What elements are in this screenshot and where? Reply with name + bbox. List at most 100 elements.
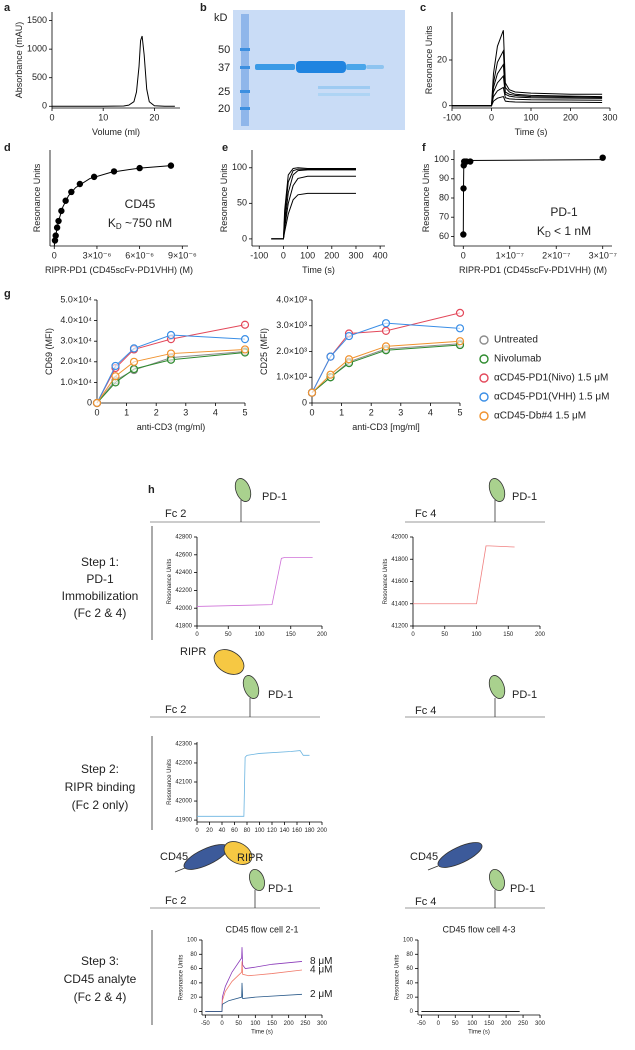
x-tick-label: 140 (279, 828, 290, 834)
data-point (129, 357, 139, 366)
x-tick-label: 100 (250, 1021, 261, 1027)
protein-label: PD-1 (268, 883, 293, 895)
gel-label: 50 (218, 44, 230, 56)
surface-label: Fc 4 (415, 508, 436, 520)
y-tick-label: 0 (194, 1009, 198, 1015)
data-point (381, 342, 391, 351)
x-tick-label: 150 (503, 632, 514, 638)
y-tick-label: 42000 (175, 606, 192, 612)
pd1 (488, 478, 506, 502)
series-line (413, 545, 515, 605)
x-tick-label: 0 (94, 408, 99, 418)
data-point (344, 355, 354, 364)
protein-label: PD-1 (512, 689, 537, 701)
y-tick-label: 0 (302, 397, 307, 407)
x-tick-label: 5 (242, 408, 247, 418)
x-tick-label: 300 (317, 1021, 328, 1027)
data-point (460, 231, 467, 238)
surface-label: Fc 4 (415, 705, 436, 717)
pd1 (489, 868, 505, 892)
step-label: PD-1 (86, 572, 114, 586)
y-tick-label: 42200 (175, 761, 192, 767)
x-tick-label: 3×10⁻⁶ (83, 251, 112, 261)
data-point (467, 158, 474, 165)
x-tick-label: -100 (250, 251, 268, 261)
data-point (62, 197, 69, 204)
data-point (240, 335, 250, 344)
y-axis-label: Absorbance (mAU) (14, 22, 24, 99)
x-tick-label: 20 (206, 828, 213, 834)
y-axis-label: Resonance Units (179, 955, 185, 1001)
surface-label: Fc 2 (165, 704, 186, 716)
data-point (129, 344, 139, 353)
annotation-text: ~750 nM (122, 216, 172, 230)
ladder-lane (241, 14, 249, 126)
y-tick-label: 42800 (175, 535, 192, 541)
y-tick-label: 42600 (175, 552, 192, 558)
series-line (452, 95, 603, 107)
gel: kD 50 37 25 20 (214, 10, 405, 130)
y-tick-label: 0 (87, 397, 92, 407)
x-tick-label: 0 (195, 828, 199, 834)
x-tick-label: 250 (300, 1021, 311, 1027)
y-axis-label: Resonance Units (395, 955, 401, 1001)
x-tick-label: 50 (225, 632, 232, 638)
ladder-band (240, 107, 250, 110)
x-tick-label: 0 (52, 251, 57, 261)
x-tick-label: 50 (452, 1021, 459, 1027)
x-tick-label: 0 (195, 632, 199, 638)
legend-swatch (479, 354, 489, 364)
data-point (167, 162, 175, 169)
x-axis-label: anti-CD3 (mg/ml) (137, 422, 206, 432)
ripr (223, 841, 253, 865)
y-tick-label: 2.0×10⁴ (60, 356, 92, 366)
x-tick-label: 0 (411, 632, 415, 638)
x-tick-label: 80 (244, 828, 251, 834)
data-point (326, 352, 335, 361)
x-tick-label: 0 (220, 1021, 224, 1027)
x-tick-label: -50 (417, 1021, 426, 1027)
y-tick-label: 1000 (27, 44, 47, 54)
surface-label: Fc 2 (165, 895, 186, 907)
x-tick-label: 1 (124, 408, 129, 418)
x-tick-label: 9×10⁻⁶ (168, 251, 197, 261)
x-tick-label: 50 (235, 1021, 242, 1027)
step-label: Step 3: (81, 954, 119, 968)
chart: 0 1.0×10³ 2.0×10³ 3.0×10³ 4.0×10³ 0 1 2 3 4 5 CD25 … (259, 294, 609, 432)
y-tick-label: 5.0×10⁴ (60, 294, 92, 304)
legend-swatch (479, 335, 489, 345)
x-tick-label: 0 (281, 251, 286, 261)
y-tick-label: 0 (42, 101, 47, 111)
data-point (110, 168, 118, 175)
cartoon-labels: Fc 2 PD-1 Fc 4 PD-1 Fc 2 RIPR PD-1 Fc 4 … (160, 491, 537, 908)
x-tick-label: 100 (254, 828, 265, 834)
y-tick-label: 0 (410, 1009, 414, 1015)
data-point (240, 345, 250, 354)
y-tick-label: 40 (190, 980, 197, 986)
step-label: Step 1: (81, 555, 119, 569)
cartoons (150, 478, 545, 909)
y-tick-label: 1500 (27, 15, 47, 25)
x-tick-label: -50 (201, 1021, 210, 1027)
y-tick-label: 80 (190, 952, 197, 958)
ladder-band (240, 48, 250, 51)
x-tick-label: 300 (348, 251, 363, 261)
x-tick-label: 3 (183, 408, 188, 418)
y-tick-label: 3.0×10³ (276, 320, 307, 330)
data-point (455, 324, 465, 333)
x-tick-label: 150 (484, 1021, 495, 1027)
series-line (271, 169, 356, 240)
chart: 60 70 80 90 100 0 1×10⁻⁷ 2×10⁻⁷ 3×10⁻⁷ Resonance … (421, 150, 617, 275)
data-point (111, 361, 120, 371)
x-tick-label: 40 (219, 828, 226, 834)
cd45-tail (174, 867, 186, 873)
step-label: (Fc 2 & 4) (74, 606, 127, 620)
panel-label: d (4, 142, 11, 154)
gel-band (318, 93, 370, 96)
x-tick-label: 50 (441, 632, 448, 638)
y-tick-label: 100 (403, 938, 414, 944)
x-tick-label: 2 (154, 408, 159, 418)
data-point (53, 224, 61, 231)
y-tick-label: 100 (232, 162, 247, 172)
